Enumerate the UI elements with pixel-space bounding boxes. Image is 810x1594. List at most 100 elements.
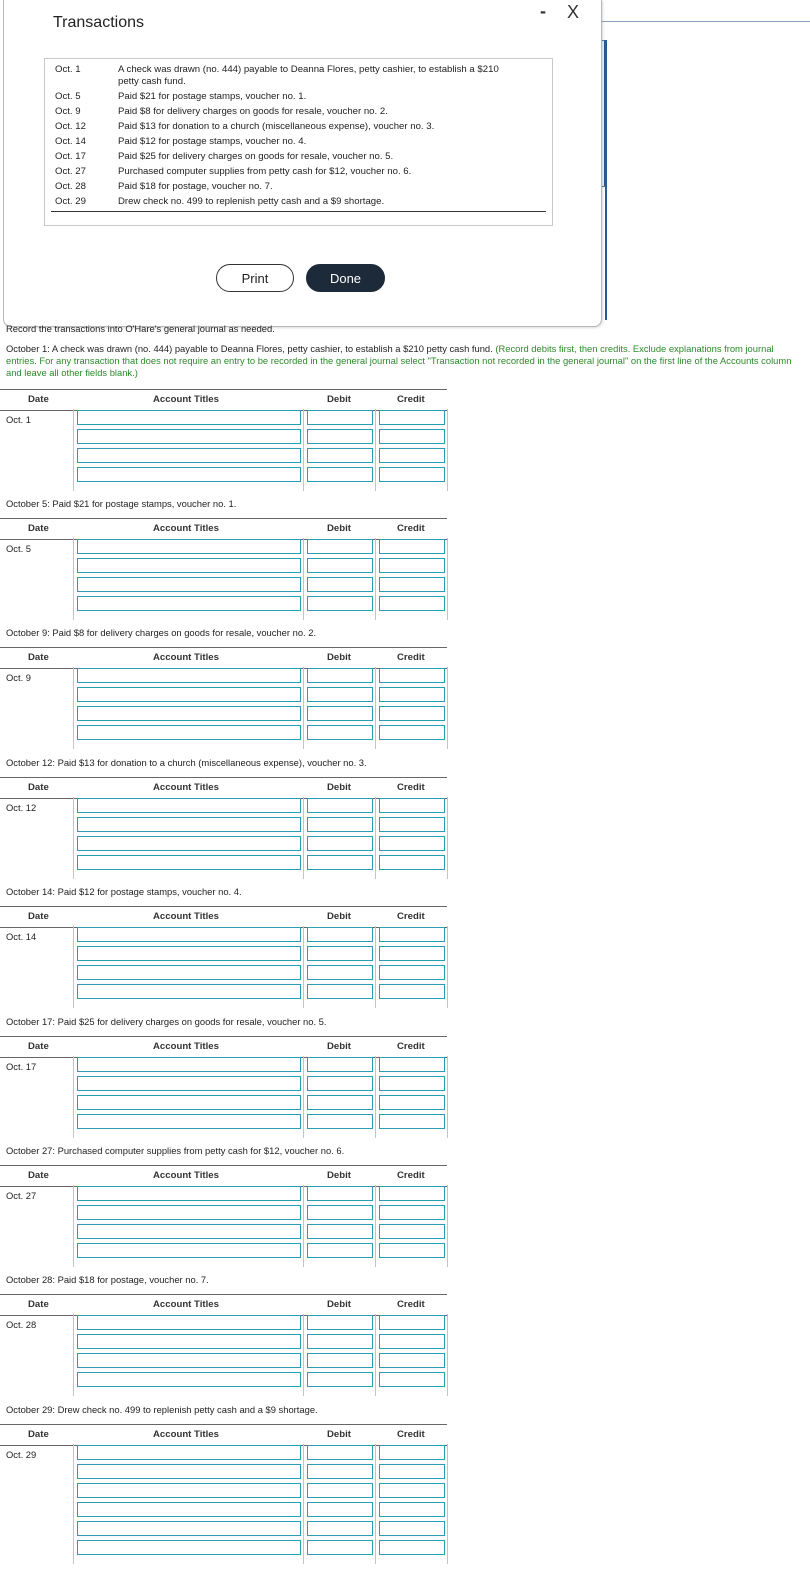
credit-input[interactable] <box>379 448 445 463</box>
account-title-input[interactable] <box>77 1445 301 1460</box>
debit-input[interactable] <box>307 1095 373 1110</box>
credit-input[interactable] <box>379 558 445 573</box>
debit-input[interactable] <box>307 1205 373 1220</box>
account-title-input[interactable] <box>77 1372 301 1387</box>
credit-input[interactable] <box>379 1243 445 1258</box>
credit-input[interactable] <box>379 1114 445 1129</box>
debit-input[interactable] <box>307 965 373 980</box>
credit-input[interactable] <box>379 1521 445 1536</box>
account-title-input[interactable] <box>77 1186 301 1201</box>
account-title-input[interactable] <box>77 1095 301 1110</box>
debit-input[interactable] <box>307 429 373 444</box>
account-title-input[interactable] <box>77 558 301 573</box>
debit-input[interactable] <box>307 1483 373 1498</box>
credit-input[interactable] <box>379 836 445 851</box>
account-title-input[interactable] <box>77 927 301 942</box>
credit-input[interactable] <box>379 577 445 592</box>
credit-input[interactable] <box>379 687 445 702</box>
account-title-input[interactable] <box>77 965 301 980</box>
credit-input[interactable] <box>379 855 445 870</box>
account-title-input[interactable] <box>77 1315 301 1330</box>
account-title-input[interactable] <box>77 1205 301 1220</box>
debit-input[interactable] <box>307 1243 373 1258</box>
debit-input[interactable] <box>307 1445 373 1460</box>
account-title-input[interactable] <box>77 1057 301 1072</box>
credit-input[interactable] <box>379 1224 445 1239</box>
credit-input[interactable] <box>379 1502 445 1517</box>
debit-input[interactable] <box>307 798 373 813</box>
close-icon[interactable]: X <box>567 2 580 22</box>
account-title-input[interactable] <box>77 1076 301 1091</box>
debit-input[interactable] <box>307 577 373 592</box>
credit-input[interactable] <box>379 539 445 554</box>
account-title-input[interactable] <box>77 1502 301 1517</box>
debit-input[interactable] <box>307 558 373 573</box>
credit-input[interactable] <box>379 668 445 683</box>
account-title-input[interactable] <box>77 1540 301 1555</box>
debit-input[interactable] <box>307 817 373 832</box>
credit-input[interactable] <box>379 1445 445 1460</box>
debit-input[interactable] <box>307 725 373 740</box>
account-title-input[interactable] <box>77 836 301 851</box>
debit-input[interactable] <box>307 1114 373 1129</box>
account-title-input[interactable] <box>77 817 301 832</box>
credit-input[interactable] <box>379 965 445 980</box>
credit-input[interactable] <box>379 706 445 721</box>
account-title-input[interactable] <box>77 984 301 999</box>
credit-input[interactable] <box>379 1205 445 1220</box>
debit-input[interactable] <box>307 448 373 463</box>
account-title-input[interactable] <box>77 1243 301 1258</box>
credit-input[interactable] <box>379 1057 445 1072</box>
debit-input[interactable] <box>307 927 373 942</box>
account-title-input[interactable] <box>77 1464 301 1479</box>
account-title-input[interactable] <box>77 1224 301 1239</box>
credit-input[interactable] <box>379 1464 445 1479</box>
account-title-input[interactable] <box>77 448 301 463</box>
debit-input[interactable] <box>307 467 373 482</box>
done-button[interactable]: Done <box>306 264 385 292</box>
debit-input[interactable] <box>307 1502 373 1517</box>
credit-input[interactable] <box>379 927 445 942</box>
account-title-input[interactable] <box>77 946 301 961</box>
debit-input[interactable] <box>307 706 373 721</box>
credit-input[interactable] <box>379 798 445 813</box>
debit-input[interactable] <box>307 539 373 554</box>
credit-input[interactable] <box>379 725 445 740</box>
debit-input[interactable] <box>307 596 373 611</box>
debit-input[interactable] <box>307 1076 373 1091</box>
credit-input[interactable] <box>379 984 445 999</box>
debit-input[interactable] <box>307 1521 373 1536</box>
credit-input[interactable] <box>379 1483 445 1498</box>
debit-input[interactable] <box>307 1315 373 1330</box>
account-title-input[interactable] <box>77 798 301 813</box>
account-title-input[interactable] <box>77 467 301 482</box>
account-title-input[interactable] <box>77 596 301 611</box>
account-title-input[interactable] <box>77 725 301 740</box>
debit-input[interactable] <box>307 946 373 961</box>
credit-input[interactable] <box>379 467 445 482</box>
credit-input[interactable] <box>379 1076 445 1091</box>
account-title-input[interactable] <box>77 668 301 683</box>
account-title-input[interactable] <box>77 706 301 721</box>
debit-input[interactable] <box>307 1057 373 1072</box>
credit-input[interactable] <box>379 596 445 611</box>
credit-input[interactable] <box>379 429 445 444</box>
debit-input[interactable] <box>307 1186 373 1201</box>
account-title-input[interactable] <box>77 687 301 702</box>
account-title-input[interactable] <box>77 1114 301 1129</box>
print-button[interactable]: Print <box>216 264 294 292</box>
debit-input[interactable] <box>307 1372 373 1387</box>
debit-input[interactable] <box>307 687 373 702</box>
credit-input[interactable] <box>379 1540 445 1555</box>
account-title-input[interactable] <box>77 577 301 592</box>
account-title-input[interactable] <box>77 410 301 425</box>
credit-input[interactable] <box>379 1095 445 1110</box>
credit-input[interactable] <box>379 1334 445 1349</box>
debit-input[interactable] <box>307 410 373 425</box>
credit-input[interactable] <box>379 946 445 961</box>
credit-input[interactable] <box>379 1315 445 1330</box>
account-title-input[interactable] <box>77 1353 301 1368</box>
account-title-input[interactable] <box>77 539 301 554</box>
account-title-input[interactable] <box>77 429 301 444</box>
debit-input[interactable] <box>307 1464 373 1479</box>
